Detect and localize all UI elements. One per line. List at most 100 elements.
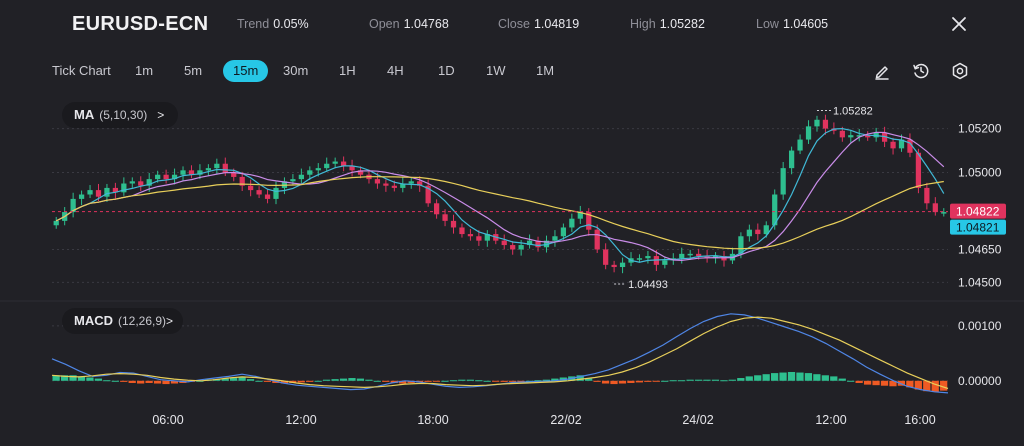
candle-body [357,170,364,175]
tab-5m[interactable]: 5m [184,63,203,78]
tab-4h[interactable]: 4H [387,63,404,78]
candle-body [459,227,465,235]
tab-1m[interactable]: 1m [135,63,154,78]
ma-10-line [55,131,945,262]
macd-histogram-bar [458,379,466,381]
tab-1w[interactable]: 1W [486,63,506,78]
candle-body [535,240,541,248]
candle-body [248,185,254,191]
candle-body [501,240,507,246]
macd-histogram-bar [517,380,525,382]
macd-histogram-bar [610,380,618,385]
macd-histogram-bar [246,379,255,381]
macd-histogram-bar [931,380,939,392]
tab-tick-chart[interactable]: Tick Chart [52,63,111,78]
candle-body [907,139,913,153]
open-label: Open [369,17,400,31]
candle-body [636,258,643,260]
macd-histogram-bar [373,380,381,382]
tab-1mo[interactable]: 1M [536,63,555,78]
candle-body [569,218,575,228]
chevron-right-icon: > [166,314,174,328]
macd-histogram-bar [635,380,643,383]
candle-body [298,174,304,180]
candle-body [619,262,626,268]
reset-view-button[interactable] [910,60,932,82]
tab-1h[interactable]: 1H [339,63,356,78]
candle-body [645,256,651,259]
macd-histogram-bar [720,380,728,382]
close-button[interactable] [948,13,970,35]
macd-histogram-bar [508,380,517,382]
macd-y-tick-label: 0.00100 [958,319,1002,333]
tab-15m[interactable]: 15m [223,60,269,82]
ma-indicator-pill[interactable]: MA (5,10,30) > [62,102,179,128]
macd-histogram-bar [923,380,931,392]
x-axis: 06:00 12:00 18:00 22/02 24/02 12:00 16:0… [152,413,935,427]
macd-histogram-bar [483,380,491,382]
candle-body [839,130,845,138]
macd-histogram-bar [86,377,94,381]
macd-histogram-bar [897,380,906,386]
candle-body [307,170,313,175]
symbol-title: EURUSD-ECN [72,13,209,35]
candle-body [890,141,896,149]
macd-histogram-bar [297,380,305,383]
macd-params: (12,26,9) [118,314,167,328]
candle-body [70,198,76,213]
ma-name: MA [74,107,95,122]
candle-body [324,163,330,169]
candle-body [87,190,93,195]
candle-body [552,236,558,241]
candle-body [264,194,271,199]
high-marker-label: 1.05282 [833,106,873,118]
macd-histogram-bar [678,380,686,382]
candle-body [129,181,135,184]
candle-body [662,260,668,265]
macd-histogram-bar [855,380,863,383]
header-bar: EURUSD-ECN Trend 0.05% Open 1.04768 Close 1… [0,0,1024,50]
macd-indicator-pill[interactable]: MACD (12,26,9)> [62,308,184,334]
candle-body [924,187,930,204]
tab-1d[interactable]: 1D [438,63,455,78]
macd-histogram-bar [703,379,711,381]
x-tick-label: 06:00 [152,413,183,427]
candle-body [417,181,423,186]
macd-histogram-bar [838,378,846,381]
macd-histogram-bar [821,375,829,381]
macd-histogram-bar [754,375,762,381]
macd-histogram-bar [145,380,153,383]
high-label: High [630,17,656,31]
candle-body [290,179,296,182]
clock-reset-icon [913,63,929,79]
candle-body [433,203,440,215]
macd-histogram-bar [872,380,880,386]
macd-histogram-bar [745,376,753,381]
macd-histogram-bar [534,380,542,382]
macd-histogram-bar [770,373,779,381]
macd-histogram-bar [432,380,441,382]
macd-histogram-bar [238,377,246,381]
settings-hexagon-icon [952,62,968,80]
macd-histogram-bar [331,379,339,381]
candle-body [273,187,279,199]
macd-histogram-bar [576,375,584,381]
macd-histogram-bar [365,379,373,381]
x-tick-label: 12:00 [815,413,846,427]
candle-body [222,163,228,173]
macd-histogram-bar [627,380,635,383]
macd-histogram-bar [661,380,669,382]
candle-body [332,161,338,164]
candle-body [510,245,516,250]
macd-lines [51,313,949,394]
candle-body [112,187,119,193]
candle-body [155,174,161,180]
draw-tool-button[interactable] [871,60,893,82]
candle-body [848,135,854,138]
low-annotation: 1.04493 [614,279,668,291]
chart-settings-button[interactable] [949,60,971,82]
candle-body [898,139,905,149]
macd-histogram-bar [601,380,610,384]
tab-30m[interactable]: 30m [283,63,309,78]
